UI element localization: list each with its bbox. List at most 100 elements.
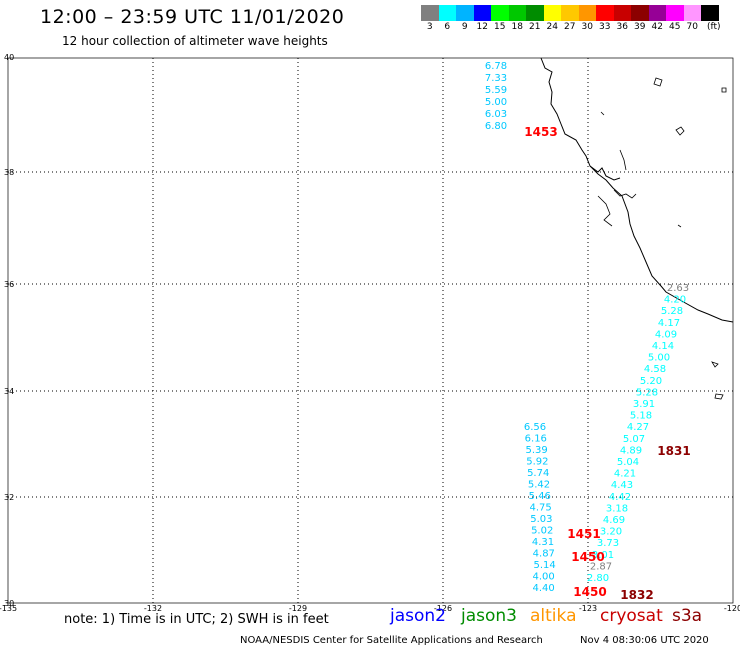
swh-value: 4.75 bbox=[529, 503, 551, 514]
swh-value: 5.28 bbox=[661, 306, 683, 317]
swh-value: 4.42 bbox=[609, 492, 631, 503]
scale-swatch bbox=[526, 5, 544, 21]
swh-value: 5.02 bbox=[531, 526, 553, 537]
lon-tick-label: -126 bbox=[434, 604, 452, 613]
swh-value: 4.89 bbox=[620, 445, 642, 456]
scale-label: 42 bbox=[651, 22, 663, 32]
swh-value: 4.87 bbox=[533, 549, 555, 560]
bay-outline bbox=[613, 189, 637, 199]
scale-label: 6 bbox=[444, 22, 451, 32]
credit: NOAA/NESDIS Center for Satellite Applica… bbox=[240, 635, 543, 646]
lake-outline bbox=[653, 77, 663, 87]
scale-label: 12 bbox=[476, 22, 488, 32]
swh-value: 4.31 bbox=[532, 537, 554, 548]
swh-value: 6.16 bbox=[525, 434, 547, 445]
swh-value: 3.01 bbox=[592, 550, 614, 561]
legend-item-jason2: jason2 bbox=[390, 606, 446, 626]
swh-value: 5.07 bbox=[623, 434, 645, 445]
lake-outline bbox=[619, 149, 627, 171]
legend-item-s3a: s3a bbox=[672, 606, 703, 626]
swh-value: 6.80 bbox=[485, 121, 507, 132]
swh-value: 5.03 bbox=[530, 514, 552, 525]
swh-value: 4.20 bbox=[664, 295, 686, 306]
pass-time: 1450 bbox=[573, 585, 606, 599]
swh-value: 5.59 bbox=[485, 85, 507, 96]
lake-outline bbox=[677, 224, 682, 228]
swh-value: 6.03 bbox=[485, 109, 507, 120]
swh-value: 3.91 bbox=[633, 399, 655, 410]
color-scale bbox=[421, 5, 719, 21]
pass-time: 1453 bbox=[524, 125, 557, 139]
swh-value: 4.40 bbox=[532, 583, 554, 594]
pass-time: 1450 bbox=[571, 550, 604, 564]
map-title: 12:00 – 23:59 UTC 11/01/2020 bbox=[40, 6, 345, 28]
scale-swatch bbox=[561, 5, 579, 21]
swh-value: 5.28 bbox=[636, 387, 658, 398]
lat-tick-label: 36 bbox=[4, 280, 14, 289]
swh-value: 7.33 bbox=[485, 73, 507, 84]
swh-value: 5.42 bbox=[528, 480, 550, 491]
scale-label: 18 bbox=[511, 22, 523, 32]
scale-swatch bbox=[456, 5, 474, 21]
lat-tick-label: 38 bbox=[4, 168, 14, 177]
scale-swatch bbox=[421, 5, 439, 21]
scale-label: (ft) bbox=[706, 22, 721, 32]
swh-value: 4.43 bbox=[611, 480, 633, 491]
scale-swatch bbox=[491, 5, 509, 21]
color-scale-labels: 3 6 9 12 15 18 21 24 27 30 33 36 39 42 45 70 (ft) bbox=[421, 22, 740, 34]
scale-label: 3 bbox=[426, 22, 433, 32]
scale-swatch bbox=[596, 5, 614, 21]
swh-value: 2.63 bbox=[667, 283, 689, 294]
swh-value: 4.14 bbox=[652, 341, 674, 352]
timestamp: Nov 4 08:30:06 UTC 2020 bbox=[580, 635, 709, 646]
swh-value: 5.46 bbox=[529, 491, 551, 502]
coastline bbox=[540, 57, 734, 323]
footnote: note: 1) Time is in UTC; 2) SWH is in fe… bbox=[64, 612, 329, 627]
legend-item-altika: altika bbox=[530, 606, 577, 626]
lon-tick-label: -135 bbox=[0, 604, 17, 613]
scale-label: 30 bbox=[581, 22, 593, 32]
scale-swatch bbox=[701, 5, 719, 21]
lake-outline bbox=[721, 87, 727, 93]
swh-value: 5.00 bbox=[648, 353, 670, 364]
scale-swatch bbox=[683, 5, 701, 21]
lon-tick-label: -129 bbox=[289, 604, 307, 613]
scale-label: 36 bbox=[616, 22, 628, 32]
swh-value: 5.18 bbox=[630, 411, 652, 422]
swh-value: 3.20 bbox=[600, 527, 622, 538]
lat-tick-label: 32 bbox=[4, 493, 14, 502]
lake-outline bbox=[600, 111, 605, 116]
swh-value: 6.78 bbox=[485, 61, 507, 72]
scale-swatch bbox=[543, 5, 561, 21]
scale-label: 21 bbox=[529, 22, 541, 32]
lon-tick-label: -120 bbox=[724, 604, 740, 613]
swh-value: 4.58 bbox=[644, 364, 666, 375]
scale-label: 9 bbox=[461, 22, 468, 32]
scale-label: 15 bbox=[494, 22, 506, 32]
swh-value: 4.27 bbox=[627, 422, 649, 433]
scale-label: 45 bbox=[669, 22, 681, 32]
swh-value: 3.73 bbox=[597, 538, 619, 549]
lake-outline bbox=[675, 126, 685, 136]
scale-swatch bbox=[648, 5, 666, 21]
scale-swatch bbox=[578, 5, 596, 21]
swh-value: 2.80 bbox=[587, 573, 609, 584]
swh-value: 5.14 bbox=[533, 560, 555, 571]
swh-value: 5.39 bbox=[525, 445, 547, 456]
swh-value: 5.92 bbox=[526, 457, 548, 468]
swh-value: 2.87 bbox=[590, 561, 612, 572]
scale-swatch bbox=[473, 5, 491, 21]
swh-value: 6.56 bbox=[524, 422, 546, 433]
scale-swatch bbox=[438, 5, 456, 21]
scale-swatch bbox=[631, 5, 649, 21]
pass-time: 1451 bbox=[567, 527, 600, 541]
swh-value: 5.04 bbox=[617, 457, 639, 468]
scale-label: 33 bbox=[599, 22, 611, 32]
swh-value: 5.20 bbox=[640, 376, 662, 387]
scale-swatch bbox=[508, 5, 526, 21]
lat-tick-label: 30 bbox=[4, 599, 14, 608]
legend-item-jason3: jason3 bbox=[461, 606, 517, 626]
swh-value: 5.74 bbox=[527, 468, 549, 479]
